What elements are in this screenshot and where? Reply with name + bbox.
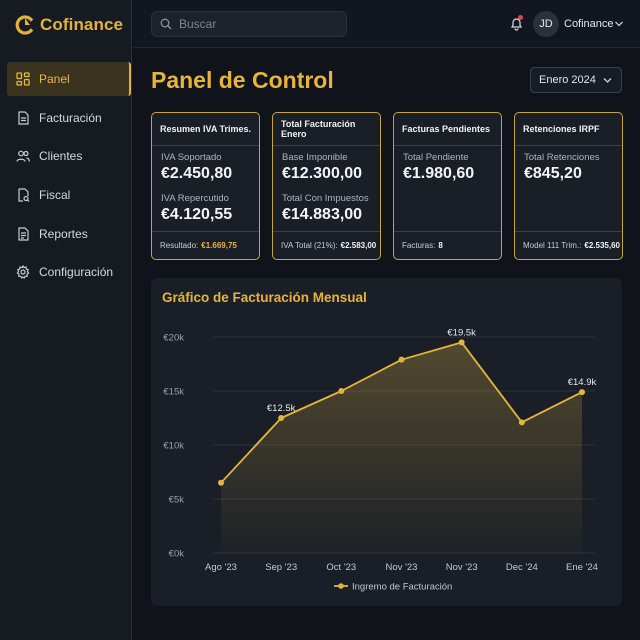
pending-invoices-card[interactable]: Facturas Pendientes Total Pendiente €1.9…	[393, 112, 502, 260]
x-tick-label: Nov '23	[386, 562, 418, 573]
card-value: €2.450,80	[161, 165, 233, 182]
data-point	[338, 388, 345, 394]
data-point	[278, 415, 285, 421]
data-point	[518, 419, 525, 426]
card-value: €1.980,60	[403, 165, 475, 182]
notification-dot	[518, 15, 523, 20]
card-footer-label: Model 111 Trim.:	[523, 241, 582, 250]
search-input[interactable]	[179, 17, 329, 31]
billing-chart-panel: Gráfico de Facturación Mensual €0k €5k €10…	[151, 278, 622, 606]
x-tick-label: Oct '23	[326, 562, 356, 573]
card-footer: Facturas: 8	[394, 231, 501, 259]
brand[interactable]: Cofinance	[14, 14, 123, 36]
legend-marker	[338, 583, 344, 589]
data-label: €19.5k	[447, 327, 476, 338]
data-label: €12.5k	[267, 403, 296, 414]
january-billing-card[interactable]: Total Facturación Enero Base Imponible €…	[272, 112, 381, 260]
sidebar-item-label: Configuración	[39, 265, 114, 280]
card-footer-value: €2.535,60	[584, 241, 620, 250]
x-tick-label: Nov '23	[446, 562, 478, 573]
card-footer: Model 111 Trim.: €2.535,60	[515, 231, 622, 259]
card-label: Total Pendiente	[403, 152, 469, 163]
card-label: Total Con Impuestos	[282, 193, 369, 204]
search-box[interactable]	[151, 11, 347, 37]
series-area	[221, 342, 582, 553]
card-value: €4.120,55	[161, 206, 233, 223]
card-title: Total Facturación Enero	[273, 113, 380, 146]
card-footer: Resultado: €1.669,75	[152, 231, 259, 259]
chevron-down-icon[interactable]	[614, 20, 624, 28]
x-tick-label: Sep '23	[265, 562, 297, 573]
sidebar: Cofinance Panel Facturación Clientes	[0, 0, 132, 640]
y-tick-label: €5k	[169, 495, 185, 506]
card-footer-value: 8	[438, 241, 443, 250]
card-footer-value: €1.669,75	[201, 241, 237, 250]
y-tick-label: €20k	[163, 333, 184, 344]
period-value: Enero 2024	[539, 74, 596, 86]
sidebar-item-label: Reportes	[39, 226, 88, 241]
gear-icon	[16, 265, 30, 280]
legend-label: Ingremo de Facturación	[352, 582, 452, 593]
y-tick-label: €15k	[163, 387, 184, 398]
data-point	[218, 479, 224, 486]
card-value: €12.300,00	[282, 165, 363, 182]
y-tick-label: €0k	[169, 549, 185, 560]
avatar[interactable]: JD	[533, 11, 559, 37]
card-label: Total Retenciones	[524, 152, 600, 163]
sidebar-item-label: Clientes	[39, 149, 83, 164]
card-footer-label: Resultado:	[160, 241, 199, 250]
chevron-down-icon	[603, 78, 612, 83]
x-tick-label: Dec '24	[506, 562, 538, 573]
sidebar-item-clientes[interactable]: Clientes	[7, 139, 131, 173]
logo-icon	[15, 15, 34, 35]
sidebar-item-panel[interactable]: Panel	[7, 62, 131, 96]
card-label: Base Imponible	[282, 152, 348, 163]
card-footer-label: Facturas:	[402, 241, 436, 250]
brand-name: Cofinance	[40, 15, 124, 34]
card-label: IVA Soportado	[161, 152, 222, 163]
card-footer-label: IVA Total (21%):	[281, 241, 338, 250]
user-name[interactable]: Cofinance	[564, 18, 614, 30]
sidebar-item-reportes[interactable]: Reportes	[7, 217, 131, 251]
grid-icon	[16, 72, 30, 86]
data-label: €14.9k	[568, 377, 597, 388]
topbar: JD Cofinance	[133, 0, 640, 48]
sidebar-nav: Panel Facturación Clientes Fiscal R	[0, 62, 132, 294]
card-footer-value: €2.583,00	[340, 241, 377, 250]
search-icon	[160, 18, 172, 30]
y-tick-label: €10k	[163, 441, 184, 452]
avatar-initials: JD	[539, 18, 553, 30]
page-title: Panel de Control	[151, 67, 334, 93]
sidebar-item-label: Fiscal	[39, 188, 71, 203]
card-title: Retenciones IRPF	[515, 113, 622, 146]
x-tick-label: Ago '23	[205, 562, 237, 573]
billing-chart: €0k €5k €10k €15k €20k Ago '23 Sep '23 Oct '23 N…	[163, 327, 598, 593]
data-point	[458, 339, 465, 346]
card-footer: IVA Total (21%): €2.583,00	[273, 231, 380, 259]
card-value: €14.883,00	[282, 206, 363, 223]
bell-icon[interactable]	[509, 16, 524, 31]
sidebar-item-label: Panel	[39, 72, 70, 86]
sidebar-item-label: Facturación	[39, 110, 102, 125]
users-icon	[16, 150, 30, 163]
sidebar-item-fiscal[interactable]: Fiscal	[7, 178, 131, 212]
report-icon	[18, 227, 29, 241]
sidebar-item-configuracion[interactable]: Configuración	[7, 255, 131, 289]
chart-title: Gráfico de Facturación Mensual	[162, 290, 367, 305]
card-value: €845,20	[524, 165, 582, 182]
x-tick-label: Ene '24	[566, 562, 598, 573]
data-point	[579, 389, 585, 396]
sidebar-item-facturacion[interactable]: Facturación	[7, 101, 131, 135]
card-label: IVA Repercutido	[161, 193, 229, 204]
period-select[interactable]: Enero 2024	[530, 67, 622, 93]
document-icon	[18, 111, 29, 125]
data-point	[398, 356, 405, 363]
irpf-withholdings-card[interactable]: Retenciones IRPF Total Retenciones €845,…	[514, 112, 623, 260]
vat-summary-card[interactable]: Resumen IVA Trimes. IVA Soportado €2.450…	[151, 112, 260, 260]
card-title: Facturas Pendientes	[394, 113, 501, 146]
tax-document-icon	[18, 188, 30, 202]
card-title: Resumen IVA Trimes.	[152, 113, 259, 146]
